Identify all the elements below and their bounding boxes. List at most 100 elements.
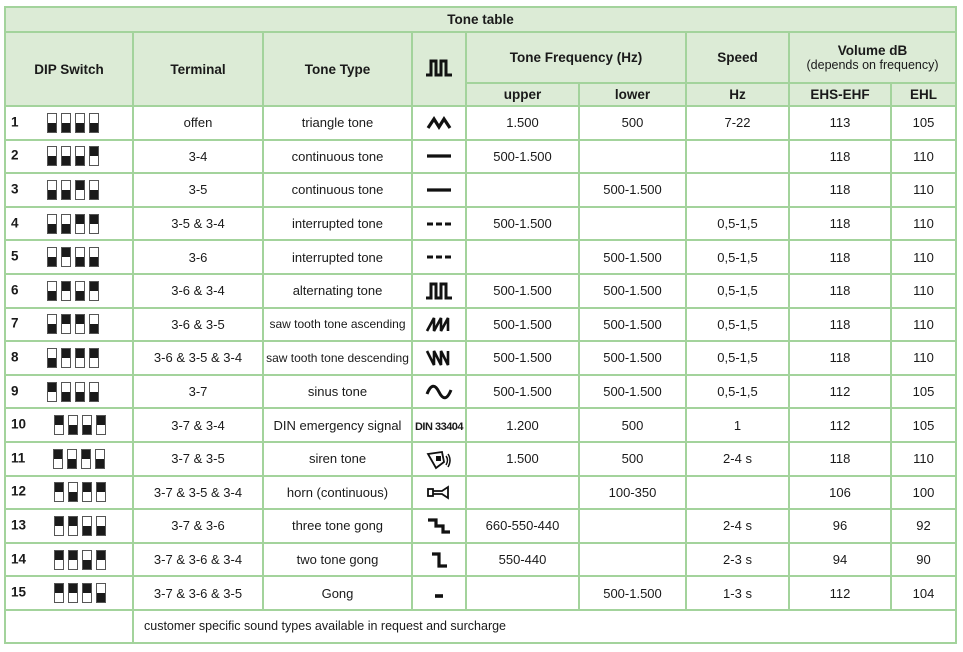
dip-cell: 5	[4, 239, 134, 275]
dip-switch-2	[67, 448, 78, 469]
header-tone-type: Tone Type	[262, 31, 413, 107]
dip-switch-2	[68, 549, 79, 570]
upper-frequency-cell	[465, 239, 580, 275]
tone-icon-cell	[411, 239, 467, 275]
row-number: 14	[11, 551, 27, 567]
dip-cell: 10	[4, 407, 134, 443]
dip-switch-1	[53, 448, 64, 469]
upper-frequency-cell: 550-440	[465, 541, 580, 578]
lower-frequency-cell: 500-1.500	[578, 239, 687, 275]
table-row: 14 3-7 & 3-6 & 3-4 two tone gong 550-440…	[4, 541, 958, 578]
tone-type-cell: interrupted tone	[262, 205, 413, 242]
volume-ehl-cell: 105	[889, 407, 958, 443]
dip-cell: 2	[4, 138, 134, 175]
tone-icon-cell	[411, 575, 467, 611]
tone-type-cell: DIN emergency signal	[262, 407, 413, 443]
dip-switch-3	[74, 280, 85, 301]
dip-cell: 4	[4, 205, 134, 242]
table-row: 12 3-7 & 3-5 & 3-4 horn (continuous) 100…	[4, 474, 958, 511]
dip-switch-4	[88, 381, 99, 402]
tone-icon-cell	[411, 508, 467, 544]
tone-type-cell: Gong	[262, 575, 413, 611]
tone-type-cell: alternating tone	[262, 272, 413, 309]
upper-frequency-cell: 500-1.500	[465, 340, 580, 376]
volume-ehl-cell: 110	[889, 340, 958, 376]
dip-switch-3	[74, 112, 85, 133]
dip-switch-pattern	[54, 415, 107, 436]
volume-ehl-cell: 104	[889, 575, 958, 611]
volume-ehs-ehf-cell: 112	[788, 407, 892, 443]
lower-frequency-cell: 500	[578, 105, 687, 141]
dashed-line-icon	[427, 222, 451, 226]
dip-switch-4	[96, 583, 107, 604]
table-row: 3 3-5 continuous tone 500-1.500 118 110	[4, 172, 958, 208]
tone-icon-cell	[411, 105, 467, 141]
dip-switch-3	[74, 213, 85, 234]
upper-frequency-cell	[465, 474, 580, 511]
table-row: 6 3-6 & 3-4 alternating tone 500-1.500 5…	[4, 272, 958, 309]
dip-switch-1	[46, 314, 57, 335]
row-number: 3	[11, 181, 19, 197]
dip-switch-4	[96, 549, 107, 570]
upper-frequency-cell: 1.200	[465, 407, 580, 443]
dip-switch-3	[74, 347, 85, 368]
three-step-icon	[428, 518, 450, 534]
speed-cell: 0,5-1,5	[685, 205, 790, 242]
volume-ehs-ehf-cell: 94	[788, 541, 892, 578]
dip-cell: 8	[4, 340, 134, 376]
dip-cell: 14	[4, 541, 134, 578]
dip-switch-2	[60, 381, 71, 402]
volume-ehl-cell: 105	[889, 105, 958, 141]
dip-switch-3	[74, 247, 85, 268]
volume-ehs-ehf-cell: 118	[788, 205, 892, 242]
dip-switch-pattern	[46, 213, 99, 234]
row-number: 13	[11, 517, 27, 533]
dip-cell: 12	[4, 474, 134, 511]
volume-ehs-ehf-cell: 96	[788, 508, 892, 544]
dip-switch-1	[46, 381, 57, 402]
upper-frequency-cell: 500-1.500	[465, 205, 580, 242]
speed-cell	[685, 138, 790, 175]
dip-switch-2	[68, 583, 79, 604]
terminal-cell: 3-7 & 3-4	[132, 407, 264, 443]
tone-type-cell: three tone gong	[262, 508, 413, 544]
volume-ehs-ehf-cell: 118	[788, 172, 892, 208]
volume-ehl-cell: 110	[889, 440, 958, 477]
dip-switch-2	[68, 415, 79, 436]
volume-label: Volume dB	[837, 43, 908, 58]
dip-switch-1	[46, 247, 57, 268]
tone-icon-cell	[411, 205, 467, 242]
row-number: 11	[11, 450, 26, 466]
speed-cell: 0,5-1,5	[685, 272, 790, 309]
dip-switch-4	[88, 280, 99, 301]
dip-cell: 7	[4, 306, 134, 343]
upper-frequency-cell: 1.500	[465, 440, 580, 477]
speed-cell: 2-4 s	[685, 508, 790, 544]
dip-switch-1	[46, 146, 57, 167]
tone-type-cell: saw tooth tone ascending	[262, 306, 413, 343]
volume-ehl-cell: 90	[889, 541, 958, 578]
triangle-wave-icon	[426, 115, 452, 130]
table-row: 13 3-7 & 3-6 three tone gong 660-550-440…	[4, 508, 958, 544]
dip-cell: 6	[4, 272, 134, 309]
table-row: 1 offen triangle tone 1.500 500 7-22 113…	[4, 105, 958, 141]
footer-note: customer specific sound types available …	[131, 608, 958, 644]
speed-cell: 2-3 s	[685, 541, 790, 578]
tone-type-cell: saw tooth tone descending	[262, 340, 413, 376]
continuous-line-icon	[427, 188, 451, 192]
horn-icon	[427, 485, 449, 501]
volume-ehl-cell: 105	[889, 373, 958, 410]
header-ehl: EHL	[889, 82, 958, 107]
upper-frequency-cell: 500-1.500	[465, 138, 580, 175]
upper-frequency-cell: 500-1.500	[465, 373, 580, 410]
dip-switch-4	[88, 112, 99, 133]
dip-switch-pattern	[46, 146, 99, 167]
volume-ehs-ehf-cell: 118	[788, 239, 892, 275]
volume-ehs-ehf-cell: 118	[788, 306, 892, 343]
tone-icon-cell: DIN 33404	[411, 407, 467, 443]
tone-type-cell: interrupted tone	[262, 239, 413, 275]
dip-switch-pattern	[46, 280, 99, 301]
upper-frequency-cell: 1.500	[465, 105, 580, 141]
tone-type-cell: continuous tone	[262, 138, 413, 175]
row-number: 1	[11, 114, 19, 130]
